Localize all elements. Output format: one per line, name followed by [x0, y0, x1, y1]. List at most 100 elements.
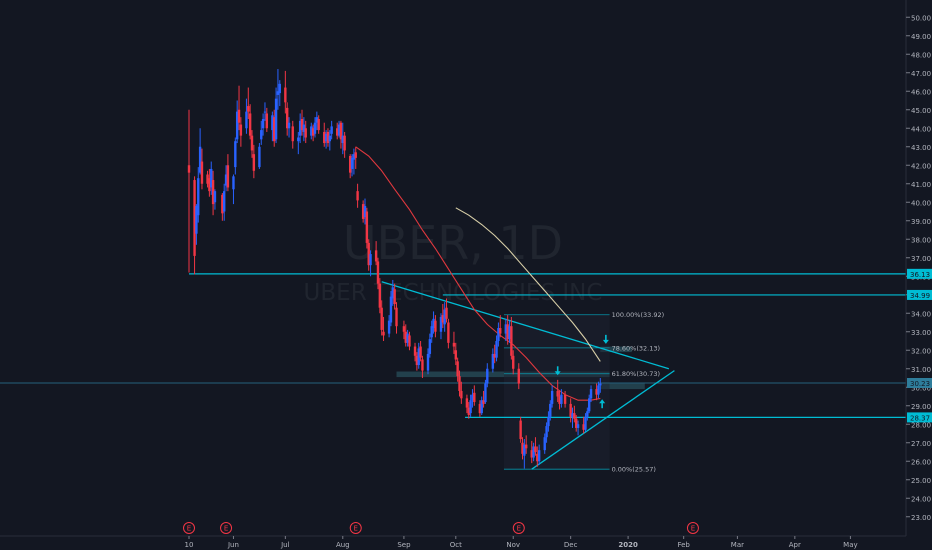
- earnings-marker-circle[interactable]: [686, 522, 699, 534]
- candle-body: [421, 359, 424, 371]
- price-tick-label: 39.00: [911, 218, 931, 226]
- candle-body: [563, 394, 567, 404]
- candle: [597, 381, 600, 399]
- candle-body: [208, 178, 211, 192]
- candle: [415, 352, 419, 371]
- candle-body: [317, 119, 320, 131]
- candle-body: [439, 316, 443, 332]
- price-tick-label: 34.00: [911, 310, 931, 318]
- candle-body: [547, 416, 550, 427]
- candle: [389, 291, 393, 327]
- candle-body: [458, 376, 461, 391]
- candle: [575, 415, 578, 432]
- candle-body: [428, 339, 432, 354]
- candle-body: [195, 205, 198, 234]
- candle: [278, 80, 281, 107]
- earnings-marker-circle[interactable]: [220, 522, 233, 534]
- candle-body: [393, 289, 396, 304]
- price-tick-label: 31.00: [911, 366, 931, 374]
- candle-body: [387, 320, 391, 334]
- candle: [197, 167, 200, 223]
- candle: [484, 379, 487, 404]
- price-badge: [907, 412, 932, 423]
- candle-body: [376, 261, 380, 284]
- candle-body: [224, 174, 228, 186]
- candle: [258, 143, 261, 169]
- candle-body: [361, 204, 365, 219]
- price-tick-label: 32.00: [911, 347, 931, 355]
- price-tick-label: 27.00: [911, 440, 931, 448]
- earnings-marker-circle[interactable]: [183, 522, 195, 534]
- candle: [434, 315, 437, 338]
- candle-body: [213, 191, 217, 203]
- candle-body: [432, 318, 435, 329]
- candle: [456, 357, 459, 382]
- price-badge-label: 30.23: [910, 380, 930, 388]
- candle: [311, 124, 315, 142]
- candle-body: [198, 146, 202, 173]
- arrow-head: [602, 339, 609, 344]
- candle: [365, 207, 369, 249]
- candle: [467, 402, 470, 419]
- candle-body: [523, 444, 526, 456]
- earnings-marker-label: E: [691, 525, 695, 533]
- candle-body: [597, 385, 600, 395]
- trendline[interactable]: [381, 281, 670, 370]
- candle-body: [352, 154, 356, 160]
- candle: [441, 304, 445, 329]
- candle: [460, 381, 463, 404]
- earnings-marker-circle[interactable]: [512, 522, 525, 534]
- price-axis[interactable]: 23.00 24.00 25.00 26.00 27.00 28.00 29.00 30.00…: [905, 0, 932, 536]
- candle-body: [402, 326, 406, 332]
- candle: [523, 439, 526, 469]
- candle: [323, 122, 326, 147]
- candle: [276, 69, 280, 110]
- candle: [200, 148, 204, 190]
- trendlines[interactable]: [381, 281, 675, 470]
- candle-body: [404, 331, 407, 343]
- candle: [445, 298, 448, 323]
- candle-body: [508, 326, 511, 340]
- candle: [287, 117, 291, 138]
- candle-body: [326, 131, 330, 144]
- down-arrow-icon: [554, 366, 561, 376]
- candle: [324, 130, 328, 149]
- candle: [260, 120, 263, 145]
- candle-body: [380, 307, 383, 330]
- earnings-marker-circle[interactable]: [349, 522, 362, 534]
- candle: [402, 320, 406, 340]
- candle-body: [586, 411, 589, 417]
- candle-body: [284, 87, 287, 103]
- arrow-head: [599, 399, 606, 404]
- fib-level-label: 61.80%(30.73): [612, 370, 660, 378]
- candle: [586, 407, 589, 421]
- trendline[interactable]: [531, 370, 675, 470]
- candle-body: [550, 390, 554, 404]
- time-axis[interactable]: 10 Jun Jul Aug Sep Oct Nov Dec 2020 Feb Mar Apr May …: [0, 522, 906, 550]
- candle: [549, 400, 552, 421]
- candle-body: [499, 328, 502, 334]
- candle-body: [374, 250, 378, 262]
- candle-body: [560, 394, 563, 404]
- candle: [193, 176, 196, 275]
- watermark: UBER, 1D UBER TECHNOLOGIES INC: [304, 216, 603, 306]
- candle-body: [287, 122, 291, 129]
- candle-body: [311, 128, 315, 136]
- candle: [237, 85, 241, 131]
- candle: [428, 333, 432, 358]
- candle: [471, 389, 474, 408]
- candle-body: [534, 446, 537, 452]
- candle-body: [582, 424, 585, 430]
- up-arrow-icon: [599, 399, 606, 409]
- candle-body: [395, 307, 398, 327]
- horizontal-levels[interactable]: [0, 273, 906, 419]
- fib-level-label: 100.00%(33.92): [612, 311, 665, 319]
- candle-body: [510, 326, 513, 356]
- candle-body: [313, 122, 317, 134]
- candle: [361, 200, 365, 223]
- candle-body: [454, 350, 457, 360]
- moving-average-line: [455, 207, 601, 362]
